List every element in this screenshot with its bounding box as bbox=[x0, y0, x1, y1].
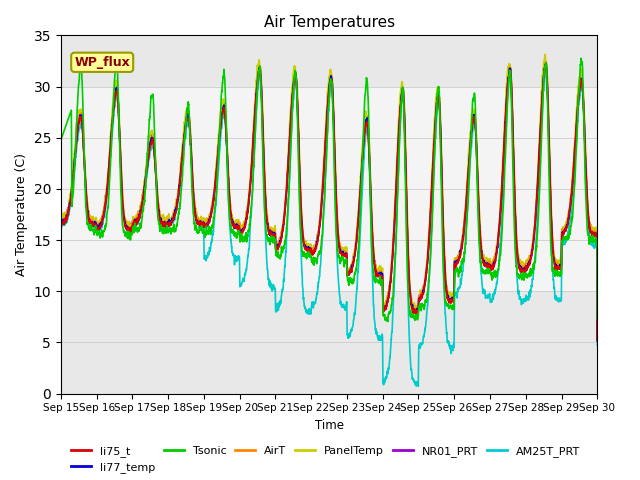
NR01_PRT bbox=[391, 215, 399, 220]
Tsonic bbox=[593, 316, 601, 322]
NR01_PRT bbox=[172, 204, 180, 210]
PanelTemp bbox=[541, 51, 549, 57]
AirT bbox=[391, 213, 399, 219]
Line: AirT: AirT bbox=[61, 63, 597, 339]
li77_temp bbox=[172, 206, 180, 212]
Tsonic bbox=[57, 264, 65, 269]
Line: li77_temp: li77_temp bbox=[61, 63, 597, 341]
AirT bbox=[381, 303, 389, 309]
Tsonic bbox=[172, 227, 180, 232]
AirT bbox=[542, 60, 550, 66]
Bar bbox=[61, 86, 597, 291]
Tsonic bbox=[577, 55, 585, 61]
li77_temp bbox=[593, 338, 601, 344]
AirT bbox=[593, 336, 601, 342]
li77_temp bbox=[381, 307, 389, 312]
AirT bbox=[207, 211, 214, 216]
Text: WP_flux: WP_flux bbox=[74, 56, 130, 69]
X-axis label: Time: Time bbox=[315, 419, 344, 432]
PanelTemp bbox=[172, 203, 180, 208]
AM25T_PRT bbox=[391, 272, 399, 278]
li75_t bbox=[57, 276, 65, 282]
li75_t bbox=[381, 305, 389, 311]
AirT bbox=[593, 229, 601, 235]
Line: AM25T_PRT: AM25T_PRT bbox=[61, 71, 597, 386]
AirT bbox=[543, 60, 550, 66]
li75_t bbox=[543, 66, 550, 72]
AM25T_PRT bbox=[593, 342, 601, 348]
li77_temp bbox=[391, 218, 399, 224]
PanelTemp bbox=[207, 213, 214, 218]
PanelTemp bbox=[593, 336, 601, 342]
Title: Air Temperatures: Air Temperatures bbox=[264, 15, 395, 30]
Line: Tsonic: Tsonic bbox=[61, 58, 597, 322]
NR01_PRT bbox=[593, 336, 601, 342]
AM25T_PRT bbox=[57, 277, 65, 283]
AirT bbox=[57, 276, 65, 281]
li75_t bbox=[593, 233, 601, 239]
NR01_PRT bbox=[57, 277, 65, 283]
NR01_PRT bbox=[542, 59, 550, 65]
AirT bbox=[172, 204, 180, 210]
AM25T_PRT bbox=[381, 376, 389, 382]
li77_temp bbox=[543, 65, 550, 71]
PanelTemp bbox=[381, 301, 389, 307]
Tsonic bbox=[384, 319, 392, 324]
Line: NR01_PRT: NR01_PRT bbox=[61, 62, 597, 339]
Tsonic bbox=[593, 276, 601, 282]
PanelTemp bbox=[593, 229, 601, 235]
NR01_PRT bbox=[207, 210, 214, 216]
NR01_PRT bbox=[593, 229, 601, 235]
AM25T_PRT bbox=[172, 210, 180, 216]
NR01_PRT bbox=[381, 302, 389, 308]
AM25T_PRT bbox=[541, 68, 549, 74]
AM25T_PRT bbox=[415, 384, 422, 389]
PanelTemp bbox=[391, 206, 399, 212]
AM25T_PRT bbox=[593, 293, 601, 299]
NR01_PRT bbox=[543, 64, 550, 70]
li77_temp bbox=[207, 214, 214, 220]
li75_t bbox=[207, 213, 214, 219]
Legend: li75_t, li77_temp, Tsonic, AirT, PanelTemp, NR01_PRT, AM25T_PRT: li75_t, li77_temp, Tsonic, AirT, PanelTe… bbox=[67, 441, 584, 478]
Line: li75_t: li75_t bbox=[61, 64, 597, 340]
AM25T_PRT bbox=[543, 72, 550, 78]
Line: PanelTemp: PanelTemp bbox=[61, 54, 597, 339]
Tsonic bbox=[381, 316, 389, 322]
AM25T_PRT bbox=[207, 244, 214, 250]
Y-axis label: Air Temperature (C): Air Temperature (C) bbox=[15, 153, 28, 276]
li77_temp bbox=[593, 231, 601, 237]
li77_temp bbox=[57, 276, 65, 282]
li75_t bbox=[593, 337, 601, 343]
Tsonic bbox=[543, 64, 550, 70]
Tsonic bbox=[391, 263, 399, 268]
li75_t bbox=[172, 209, 180, 215]
li77_temp bbox=[542, 60, 550, 66]
li75_t bbox=[391, 221, 399, 227]
PanelTemp bbox=[57, 276, 65, 282]
PanelTemp bbox=[543, 69, 550, 75]
Tsonic bbox=[207, 230, 214, 236]
li75_t bbox=[542, 61, 550, 67]
